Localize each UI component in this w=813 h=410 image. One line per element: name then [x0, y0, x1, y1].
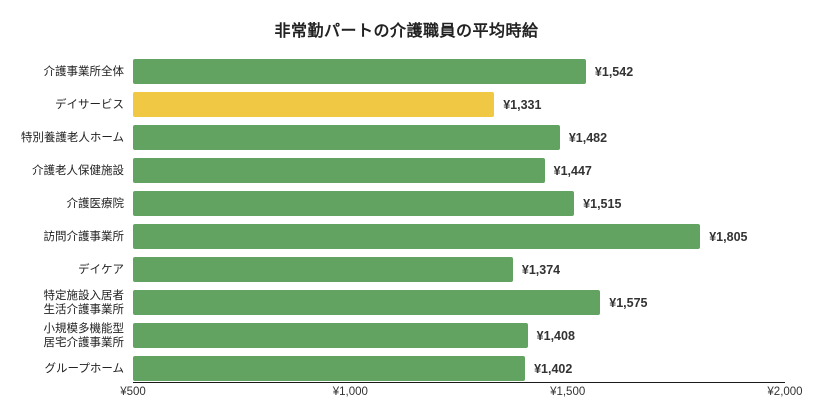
bar-value-label: ¥1,408: [536, 328, 575, 343]
category-label: 特定施設入居者 生活介護事業所: [0, 286, 125, 319]
bar-value-label: ¥1,374: [521, 262, 561, 277]
category-label: デイサービス: [0, 88, 124, 121]
category-label-line: 生活介護事業所: [43, 303, 125, 316]
category-label-line: 特別養護老人ホーム: [20, 131, 124, 144]
bar-value-label: ¥1,805: [709, 229, 748, 244]
bar-row: デイケア ¥1,374: [0, 253, 813, 286]
category-label-line: デイサービス: [55, 98, 124, 111]
bar: [133, 257, 513, 282]
plot-area: 介護事業所全体 ¥1,542 デイサービス ¥1,331 特別養護老人ホーム ¥1,482…: [0, 50, 813, 382]
category-label-line: デイケア: [78, 263, 124, 276]
bar-value-label: ¥1,447: [553, 163, 592, 178]
bar-value-label: ¥1,331: [503, 97, 542, 112]
x-axis-tick: ¥1,500: [550, 386, 586, 398]
bar-track: ¥1,542: [133, 55, 793, 88]
category-label-line: 介護老人保健施設: [32, 164, 124, 177]
bar: [133, 92, 495, 117]
category-label-line: 介護事業所全体: [43, 65, 125, 78]
bar: [133, 224, 701, 249]
category-label: 訪問介護事業所: [0, 220, 125, 253]
bar-value-label: ¥1,575: [609, 295, 648, 310]
bar-row: 特定施設入居者 生活介護事業所 ¥1,575: [0, 286, 813, 319]
category-label: デイケア: [0, 253, 124, 286]
category-label-line: グループホーム: [44, 362, 124, 375]
bar-track: ¥1,408: [133, 319, 793, 352]
bar-row: 介護事業所全体 ¥1,542: [0, 55, 813, 88]
bar-value-label: ¥1,515: [583, 196, 622, 211]
bar-row: デイサービス ¥1,331: [0, 88, 813, 121]
bar-row: 訪問介護事業所 ¥1,805: [0, 220, 813, 253]
bar-track: ¥1,402: [133, 352, 793, 385]
category-label: 小規模多機能型 居宅介護事業所: [0, 319, 125, 352]
category-label-line: 居宅介護事業所: [43, 336, 125, 349]
bar-value-label: ¥1,542: [594, 64, 634, 79]
bar-track: ¥1,331: [133, 88, 793, 121]
bar: [133, 323, 528, 348]
bar-track: ¥1,805: [133, 220, 793, 253]
category-label-line: 介護医療院: [66, 197, 125, 210]
category-label-line: 特定施設入居者: [43, 289, 125, 302]
bar: [133, 191, 575, 216]
category-label: 介護事業所全体: [0, 55, 125, 88]
category-label: グループホーム: [0, 352, 124, 385]
bar: [133, 290, 601, 315]
x-axis-tick-labels: ¥500 ¥1,000 ¥1,500 ¥2,000: [0, 386, 813, 406]
bar-track: ¥1,515: [133, 187, 793, 220]
bar: [133, 125, 560, 150]
bar: [133, 356, 526, 381]
bar-row: 小規模多機能型 居宅介護事業所 ¥1,408: [0, 319, 813, 352]
bar: [133, 158, 545, 183]
x-axis-line: [133, 382, 785, 383]
bar-track: ¥1,374: [133, 253, 793, 286]
category-label-line: 訪問介護事業所: [43, 230, 125, 243]
bar-track: ¥1,447: [133, 154, 793, 187]
bar-track: ¥1,575: [133, 286, 793, 319]
x-axis-tick: ¥500: [120, 386, 146, 398]
category-label: 介護医療院: [0, 187, 125, 220]
bar-row: 特別養護老人ホーム ¥1,482: [0, 121, 813, 154]
bar-track: ¥1,482: [133, 121, 793, 154]
category-label-line: 小規模多機能型: [43, 322, 125, 335]
chart-title: 非常勤パートの介護職員の平均時給: [274, 23, 539, 40]
bar-value-label: ¥1,482: [568, 130, 608, 145]
bar-row: 介護医療院 ¥1,515: [0, 187, 813, 220]
category-label: 介護老人保健施設: [0, 154, 124, 187]
x-axis-tick: ¥1,000: [332, 386, 368, 398]
bar-row: 介護老人保健施設 ¥1,447: [0, 154, 813, 187]
bar: [133, 59, 586, 84]
x-axis-tick: ¥2,000: [767, 386, 803, 398]
bar-value-label: ¥1,402: [534, 361, 573, 376]
bar-row: グループホーム ¥1,402: [0, 352, 813, 385]
category-label: 特別養護老人ホーム: [0, 121, 124, 154]
